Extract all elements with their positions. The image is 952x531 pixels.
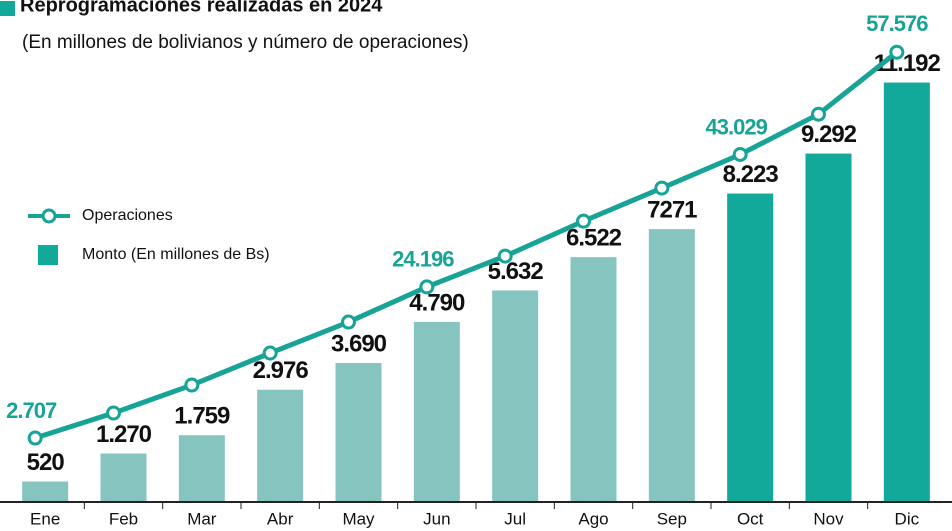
line-point	[811, 106, 826, 122]
x-tick-label: Dic	[895, 509, 920, 528]
line-point	[889, 44, 905, 60]
bar-value-label: 9.292	[801, 121, 857, 148]
line-point	[27, 430, 43, 446]
line-point	[184, 377, 200, 393]
line-point	[341, 314, 356, 330]
line-point	[419, 279, 435, 295]
x-tick-label: Ago	[578, 509, 608, 528]
bar	[727, 193, 774, 501]
line-value-label: 57.576	[866, 11, 928, 36]
legend-swatch	[38, 245, 58, 265]
chart-title: Reprogramaciones realizadas en 2024	[20, 0, 383, 16]
line-value-label: 2.707	[6, 398, 57, 423]
bar-value-label: 6.522	[566, 224, 622, 251]
line-point	[732, 146, 748, 162]
title-marker	[0, 1, 15, 16]
line-point	[576, 213, 591, 229]
bar	[22, 481, 69, 501]
bar-value-label: 7271	[647, 196, 697, 223]
line-value-label: 24.196	[392, 247, 454, 272]
bar	[570, 257, 617, 501]
bar-value-label: 5.632	[488, 258, 544, 285]
bar-value-label: 8.223	[723, 161, 779, 188]
x-tick-label: Ene	[30, 509, 60, 528]
line-point	[262, 345, 278, 361]
bar	[648, 229, 695, 501]
bar-value-label: 1.759	[174, 403, 230, 430]
x-tick-label: Oct	[737, 509, 764, 528]
bar	[492, 290, 539, 501]
line-point	[106, 405, 121, 421]
bar-value-label: 3.690	[331, 330, 387, 357]
x-tick-label: Nov	[813, 509, 844, 528]
x-tick-label: Abr	[267, 509, 294, 528]
x-tick-label: Jul	[504, 509, 526, 528]
chart-subtitle: (En millones de bolivianos y número de o…	[22, 32, 469, 53]
x-tick-label: Mar	[187, 509, 217, 528]
bar	[178, 435, 225, 501]
bar-value-label: 520	[27, 449, 65, 476]
x-tick-label: Sep	[657, 509, 687, 528]
x-tick-label: Feb	[109, 509, 138, 528]
bar	[257, 389, 304, 501]
bar	[100, 453, 147, 501]
x-tick-label: May	[342, 509, 375, 528]
bar-value-label: 4.790	[409, 289, 465, 316]
bar	[335, 363, 382, 501]
x-tick-label: Jun	[423, 509, 450, 528]
legend-point	[41, 208, 57, 224]
line-value-label: 43.029	[706, 114, 768, 139]
legend-label: Monto (En millones de Bs)	[82, 246, 270, 263]
bar-value-label: 2.976	[253, 357, 309, 384]
line	[34, 50, 899, 441]
line-point	[497, 248, 513, 264]
bar	[805, 153, 852, 501]
legend-label: Operaciones	[82, 207, 173, 224]
bar	[413, 321, 460, 501]
bar-value-label: 1.270	[96, 421, 152, 448]
bar	[883, 82, 930, 502]
line-point	[654, 180, 670, 196]
